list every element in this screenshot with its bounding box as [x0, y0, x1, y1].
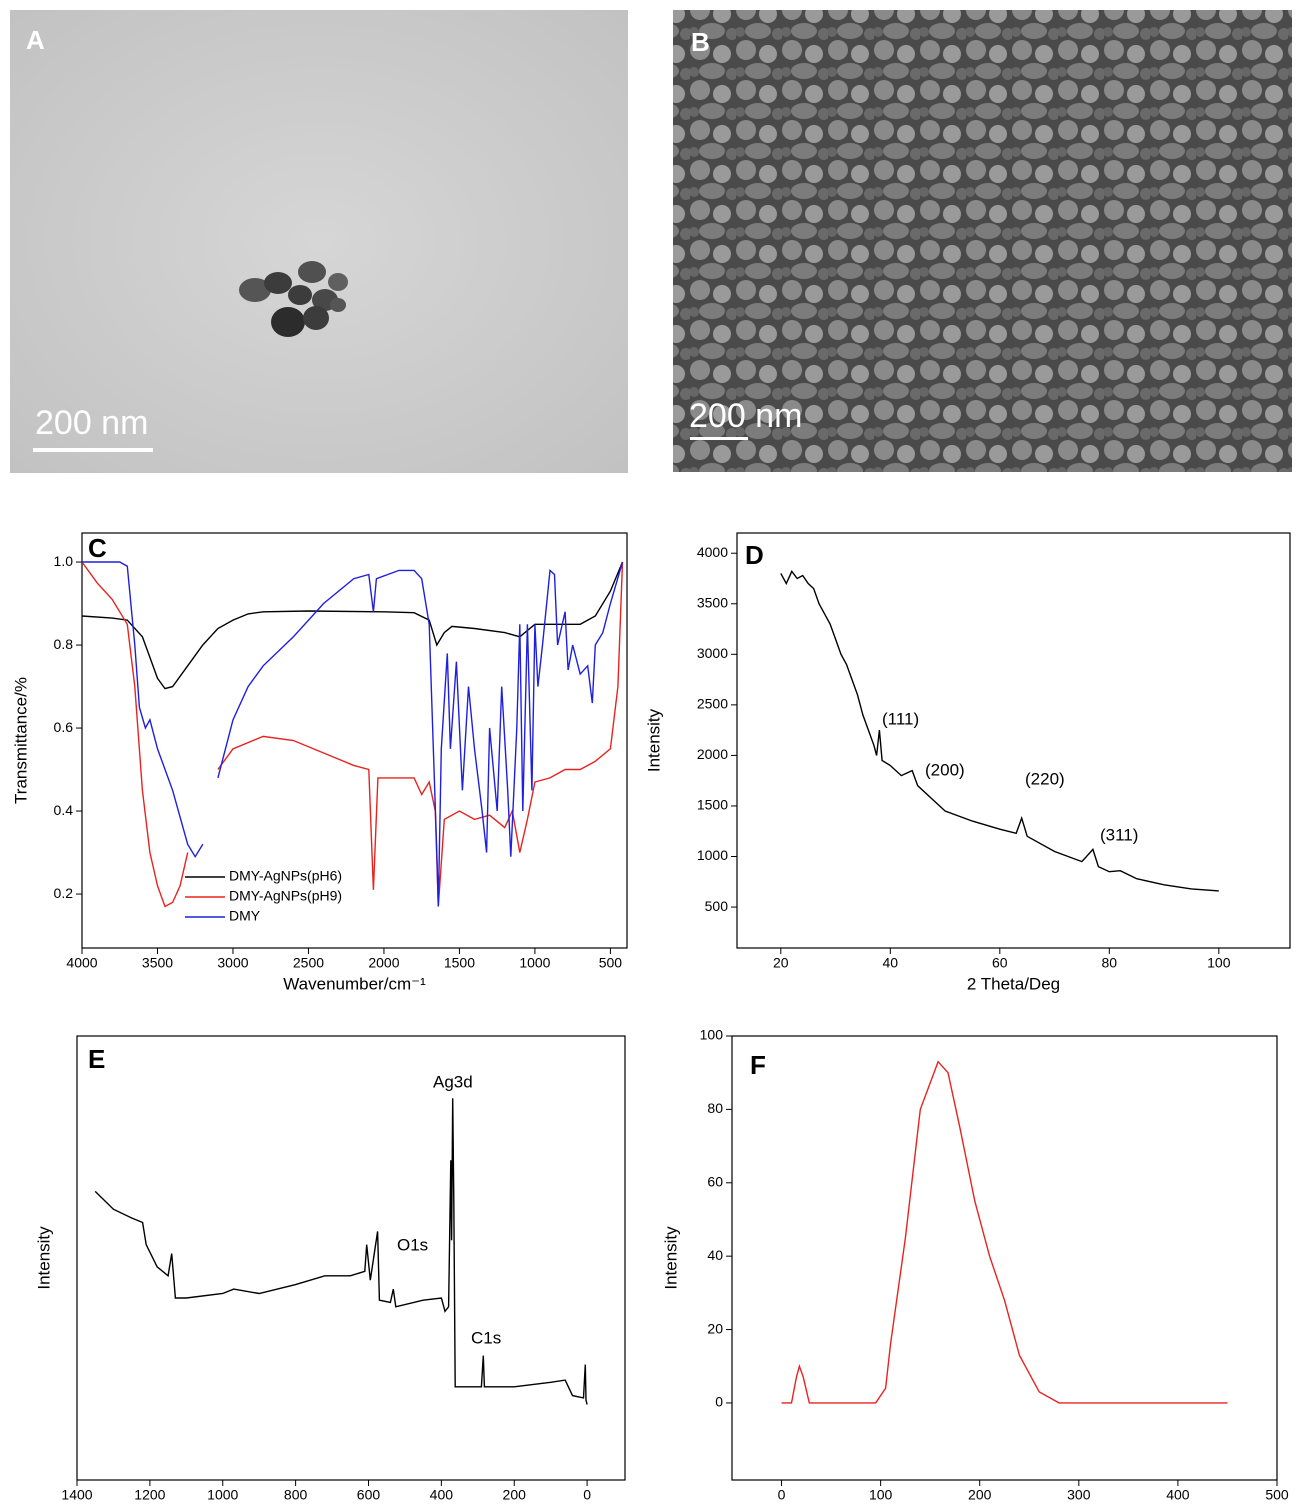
y-axis-title: Intensity	[644, 708, 663, 772]
panel-label: D	[745, 540, 764, 570]
x-tick-label: 3500	[142, 955, 173, 971]
x-axis-title: Wavenumber/cm⁻¹	[283, 974, 426, 993]
panel-label: A	[26, 25, 45, 55]
y-tick-label: 1500	[697, 797, 728, 813]
y-tick-label: 0.6	[54, 719, 74, 735]
annotation: (220)	[1025, 769, 1065, 788]
y-tick-label: 4000	[697, 544, 728, 560]
panel-label: E	[88, 1044, 105, 1074]
annotation: C1s	[471, 1328, 501, 1347]
x-tick-label: 1000	[519, 955, 550, 971]
tem-image	[10, 10, 628, 473]
plot-frame	[81, 532, 628, 949]
panel-label: B	[691, 27, 710, 57]
y-tick-label: 20	[707, 1320, 723, 1336]
x-tick-label: 1400	[61, 1487, 92, 1503]
annotation: (111)	[882, 709, 919, 728]
y-axis-title: Intensity	[661, 1226, 680, 1290]
x-tick-label: 1500	[444, 955, 475, 971]
x-tick-label: 3000	[217, 955, 248, 971]
y-tick-label: 3000	[697, 645, 728, 661]
x-axis-title: 2 Theta/Deg	[967, 974, 1060, 993]
x-tick-label: 600	[357, 1487, 381, 1503]
x-tick-label: 2500	[293, 955, 324, 971]
x-tick-label: 1200	[134, 1487, 165, 1503]
x-tick-label: 0	[778, 1487, 786, 1503]
y-tick-label: 0	[715, 1394, 723, 1410]
y-tick-label: 3500	[697, 594, 728, 610]
data-line	[81, 561, 624, 908]
y-tick-label: 1.0	[54, 553, 74, 569]
y-tick-label: 60	[707, 1173, 723, 1189]
y-tick-label: 40	[707, 1247, 723, 1263]
data-line	[81, 561, 624, 690]
x-tick-label: 300	[1067, 1487, 1091, 1503]
x-tick-label: 200	[503, 1487, 527, 1503]
data-line	[780, 570, 1219, 892]
x-tick-label: 400	[1166, 1487, 1190, 1503]
panel-label: C	[88, 533, 107, 563]
data-line	[781, 1060, 1228, 1404]
plot-frame	[736, 532, 1291, 949]
x-tick-label: 2000	[368, 955, 399, 971]
x-tick-label: 500	[1265, 1487, 1289, 1503]
legend-label: DMY-AgNPs(pH6)	[229, 868, 342, 884]
y-tick-label: 500	[705, 898, 729, 914]
legend-label: DMY-AgNPs(pH9)	[229, 888, 342, 904]
data-line	[82, 561, 624, 907]
y-axis-title: Intensity	[34, 1226, 53, 1290]
panel-label: F	[750, 1050, 766, 1080]
x-tick-label: 0	[583, 1487, 591, 1503]
plot-frame	[76, 1035, 626, 1481]
y-tick-label: 80	[707, 1100, 723, 1116]
y-tick-label: 2000	[697, 746, 728, 762]
y-tick-label: 100	[700, 1027, 724, 1043]
y-tick-label: 0.8	[54, 636, 74, 652]
x-tick-label: 40	[883, 955, 899, 971]
legend-label: DMY	[229, 908, 261, 924]
y-tick-label: 1000	[697, 847, 728, 863]
y-tick-label: 2500	[697, 696, 728, 712]
x-tick-label: 500	[599, 955, 623, 971]
x-tick-label: 60	[992, 955, 1008, 971]
annotation: (200)	[925, 760, 965, 779]
scale-bar-label: 200 nm	[689, 397, 802, 435]
x-tick-label: 100	[869, 1487, 893, 1503]
y-axis-title: Transmittance/%	[11, 677, 30, 804]
x-tick-label: 80	[1102, 955, 1118, 971]
annotation: (311)	[1100, 825, 1138, 844]
annotation: O1s	[397, 1235, 428, 1254]
plot-frame	[731, 1035, 1278, 1481]
sem-image	[673, 10, 1292, 472]
x-tick-label: 800	[284, 1487, 308, 1503]
scale-bar-label: 200 nm	[35, 404, 148, 442]
x-tick-label: 20	[773, 955, 789, 971]
x-tick-label: 100	[1207, 955, 1231, 971]
y-tick-label: 0.2	[54, 885, 74, 901]
x-tick-label: 400	[430, 1487, 454, 1503]
data-line	[94, 1098, 588, 1405]
x-tick-label: 4000	[66, 955, 97, 971]
y-tick-label: 0.4	[54, 802, 74, 818]
x-tick-label: 200	[968, 1487, 992, 1503]
x-tick-label: 1000	[207, 1487, 238, 1503]
annotation: Ag3d	[433, 1072, 473, 1091]
